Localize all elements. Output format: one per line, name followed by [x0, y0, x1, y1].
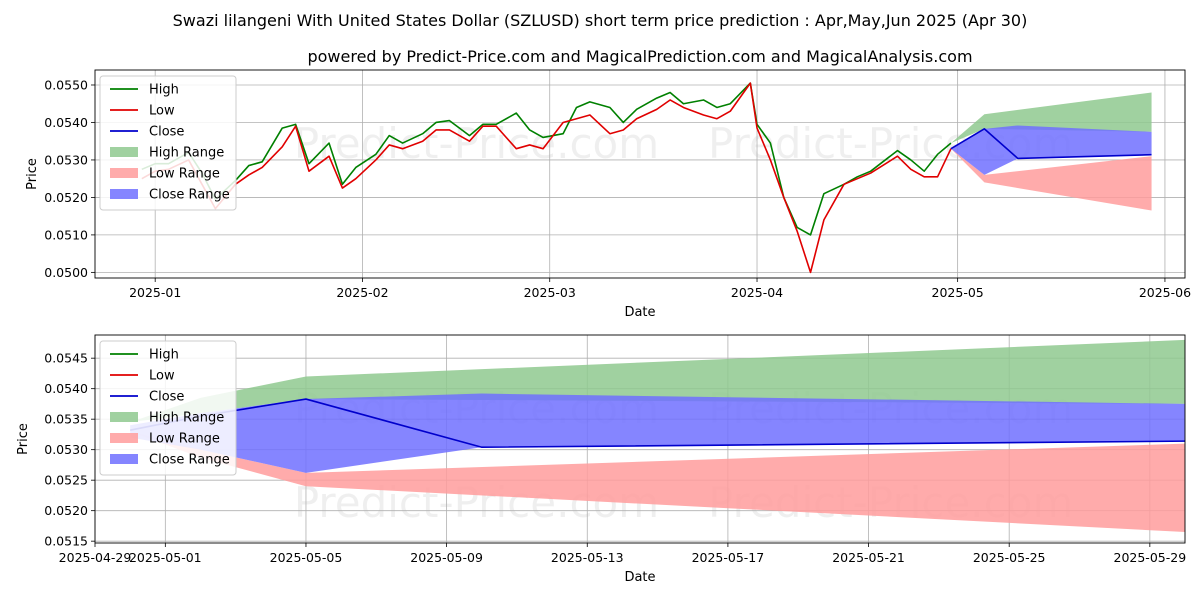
- legend-swatch-low-range: [110, 433, 138, 443]
- legend-label-close: Close: [149, 390, 184, 405]
- close-range-area: [130, 393, 1186, 473]
- y-tick-label: 0.0500: [44, 265, 88, 280]
- y-axis-label: Price: [25, 158, 40, 190]
- x-axis-label: Date: [624, 570, 655, 585]
- x-tick-label: 2025-03: [524, 285, 576, 300]
- legend-swatch-close-range: [110, 454, 138, 464]
- y-tick-label: 0.0525: [44, 473, 88, 488]
- x-tick-label: 2025-05-17: [692, 550, 765, 565]
- legend-label-low: Low: [149, 369, 175, 384]
- x-tick-label: 2025-05-13: [551, 550, 624, 565]
- low-range-area: [950, 148, 1152, 211]
- x-tick-label: 2025-05-05: [270, 550, 343, 565]
- y-tick-label: 0.0540: [44, 381, 88, 396]
- y-tick-label: 0.0540: [44, 115, 88, 130]
- legend-swatch-close-range: [110, 189, 138, 199]
- bottom-panel: Predict-Price.comPredict-Price.comPredic…: [16, 334, 1187, 585]
- low-series-line: [141, 82, 952, 274]
- legend-swatch-high-range: [110, 412, 138, 422]
- x-tick-label: 2025-01: [129, 285, 181, 300]
- y-tick-label: 0.0535: [44, 412, 88, 427]
- y-tick-label: 0.0510: [44, 227, 88, 242]
- x-tick-label: 2025-06: [1139, 285, 1191, 300]
- legend-label-high-range: High Range: [149, 146, 224, 161]
- close-range-area: [950, 125, 1152, 175]
- legend-label-low: Low: [149, 104, 175, 119]
- legend-label-close-range: Close Range: [149, 453, 230, 468]
- legend-label-low-range: Low Range: [149, 432, 220, 447]
- legend-swatch-high-range: [110, 147, 138, 157]
- legend-label-high: High: [149, 83, 179, 98]
- x-tick-label: 2025-05-29: [1114, 550, 1187, 565]
- legend-label-high: High: [149, 348, 179, 363]
- x-tick-label: 2025-05-09: [410, 550, 483, 565]
- legend-label-low-range: Low Range: [149, 167, 220, 182]
- x-axis-label: Date: [624, 305, 655, 320]
- y-tick-label: 0.0550: [44, 77, 88, 92]
- x-tick-label: 2025-04-29: [59, 550, 132, 565]
- y-axis-label: Price: [16, 423, 31, 455]
- y-tick-label: 0.0530: [44, 442, 88, 457]
- x-tick-label: 2025-02: [336, 285, 388, 300]
- plot-frame: [94, 334, 1186, 544]
- legend-label-close: Close: [149, 125, 184, 140]
- x-tick-label: 2025-05-21: [832, 550, 905, 565]
- y-tick-label: 0.0515: [44, 534, 88, 549]
- y-tick-label: 0.0545: [44, 351, 88, 366]
- top-panel: Predict-Price.com Predict-Price.com2025-0…: [25, 69, 1191, 320]
- legend-label-high-range: High Range: [149, 411, 224, 426]
- close-series-line: [950, 128, 1152, 160]
- plot-frame: [94, 69, 1186, 279]
- x-tick-label: 2025-05-01: [129, 550, 202, 565]
- chart-title: Swazi lilangeni With United States Dolla…: [173, 11, 1028, 30]
- x-tick-label: 2025-04: [731, 285, 783, 300]
- watermark-text: Predict-Price.com: [294, 119, 659, 168]
- x-tick-label: 2025-05-25: [973, 550, 1046, 565]
- low-range-area: [130, 431, 1186, 533]
- legend-label-close-range: Close Range: [149, 188, 230, 203]
- y-tick-label: 0.0520: [44, 503, 88, 518]
- x-tick-label: 2025-05: [932, 285, 984, 300]
- y-tick-label: 0.0520: [44, 190, 88, 205]
- chart-subtitle: powered by Predict-Price.com and Magical…: [307, 47, 972, 66]
- y-tick-label: 0.0530: [44, 152, 88, 167]
- legend-swatch-low-range: [110, 168, 138, 178]
